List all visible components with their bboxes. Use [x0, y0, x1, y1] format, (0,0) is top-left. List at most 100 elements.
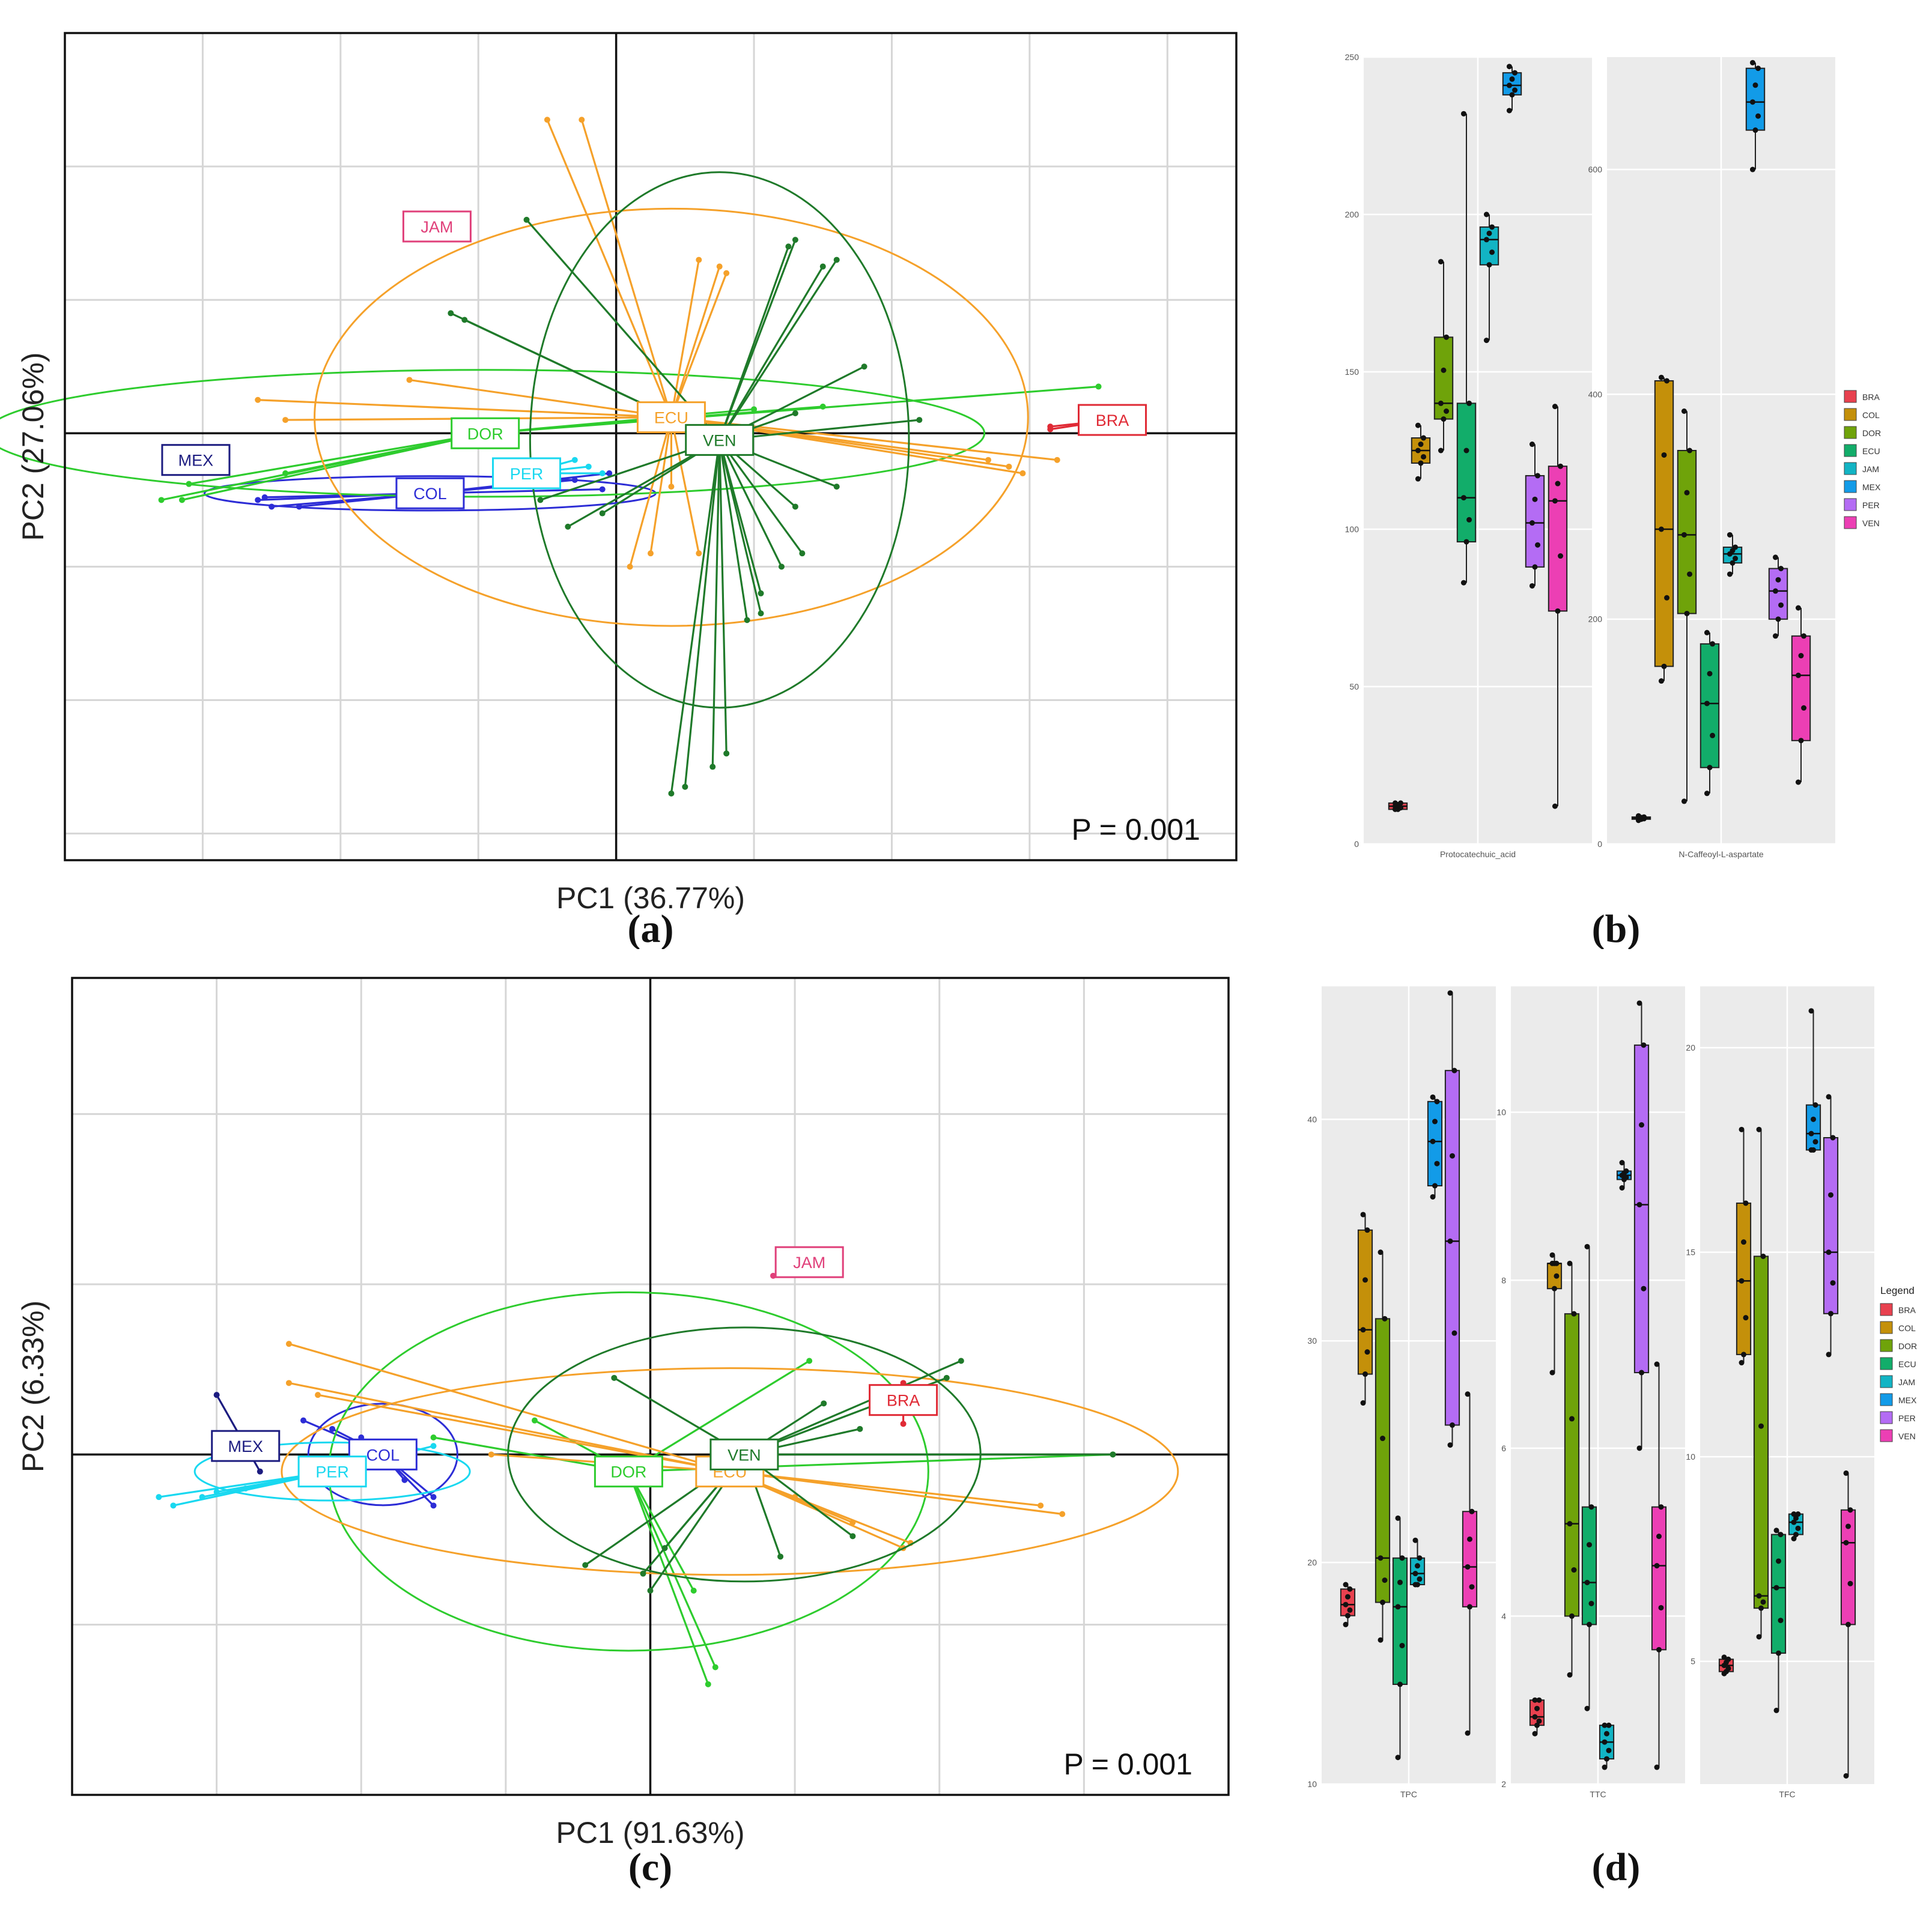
point-ecu — [1460, 495, 1466, 501]
point-col — [430, 1502, 437, 1509]
point-mex — [1755, 65, 1761, 71]
point-mex — [1430, 1094, 1436, 1100]
point-mex — [1623, 1168, 1629, 1174]
point-col — [1554, 1260, 1560, 1266]
centroid-label-box-col — [395, 477, 465, 509]
y-tick-label: 6 — [1501, 1443, 1506, 1453]
point-col — [1364, 1227, 1370, 1233]
spoke-ven — [718, 440, 749, 621]
legend-label-dor: DOR — [1898, 1341, 1917, 1351]
point-ecu — [696, 256, 702, 263]
point-per — [1828, 1192, 1833, 1198]
legend-label-ven: VEN — [1898, 1431, 1916, 1441]
point-dor — [1378, 1555, 1384, 1561]
point-ecu — [1054, 457, 1060, 463]
centroid-label-box-bra — [1078, 404, 1147, 436]
box-per — [1633, 1044, 1650, 1374]
point-ven — [1654, 1764, 1660, 1770]
point-ven — [709, 763, 716, 770]
box-per — [1823, 1137, 1839, 1314]
point-mex — [1749, 99, 1755, 105]
point-dor — [1567, 1260, 1573, 1266]
point-bra — [1343, 1601, 1349, 1607]
point-mex — [1509, 76, 1515, 82]
point-ecu — [1584, 1580, 1590, 1586]
point-ven — [1843, 1470, 1849, 1476]
point-dor — [1438, 448, 1444, 454]
box-ven — [1791, 635, 1811, 741]
point-ecu — [985, 457, 992, 463]
point-ecu — [1460, 580, 1466, 586]
point-dor — [532, 1417, 538, 1424]
box-ven — [1548, 466, 1568, 612]
point-col — [401, 1477, 408, 1483]
point-ecu — [1778, 1532, 1784, 1538]
point-ven — [849, 1533, 856, 1540]
point-ven — [1795, 779, 1801, 785]
point-per — [1775, 616, 1781, 622]
spoke-dor — [485, 385, 1099, 434]
point-jam — [770, 1272, 777, 1279]
point-ven — [1843, 1773, 1849, 1779]
point-bra — [1725, 1666, 1731, 1672]
point-mex — [1812, 1139, 1818, 1145]
box-ven — [1462, 1511, 1478, 1607]
point-ecu — [716, 263, 723, 270]
point-per — [1826, 1352, 1832, 1358]
point-dor — [1569, 1416, 1575, 1422]
legend-swatch-ecu — [1880, 1357, 1893, 1370]
point-ecu — [1397, 1579, 1403, 1585]
point-jam — [1795, 1511, 1801, 1517]
point-ven — [1555, 608, 1561, 614]
point-mex — [1811, 1116, 1816, 1122]
point-ecu — [1460, 111, 1466, 117]
point-col — [1554, 1273, 1560, 1279]
point-bra — [1725, 1656, 1731, 1662]
point-ecu — [723, 270, 730, 276]
point-ven — [1656, 1534, 1662, 1540]
y-tick-label: 600 — [1588, 165, 1603, 174]
ellipse-ecu — [314, 207, 1029, 627]
point-per — [1778, 602, 1784, 608]
point-ven — [1467, 1604, 1472, 1610]
point-dor — [1378, 1637, 1384, 1643]
box-per — [1444, 1070, 1460, 1426]
point-per — [199, 1494, 205, 1501]
spoke-ecu — [546, 119, 672, 418]
legend-swatch-col — [1844, 408, 1857, 421]
point-ven — [1798, 738, 1804, 744]
point-ecu — [1019, 470, 1026, 476]
point-col — [1664, 595, 1670, 601]
ellipse-dor — [0, 369, 985, 498]
point-ecu — [648, 550, 654, 557]
centroid-label-box-jam — [402, 210, 472, 243]
point-per — [1447, 990, 1453, 996]
box-col — [1654, 380, 1674, 667]
point-ven — [857, 1425, 863, 1432]
spoke-ecu — [649, 417, 672, 554]
panel-d: 10 20 30 40 TPC 2 4 6 8 10 TTC 5 10 15 20 TFC Legend BRA C… — [1280, 955, 1932, 1903]
point-ven — [1110, 1451, 1116, 1458]
point-mex — [1752, 82, 1758, 88]
point-ven — [1658, 1604, 1664, 1610]
point-jam — [1791, 1511, 1797, 1517]
legend-label-col: COL — [1862, 410, 1880, 420]
point-dor — [1758, 1423, 1764, 1429]
centroid-label-col: COL — [366, 1446, 400, 1464]
facet-label: Protocatechuic_acid — [1440, 849, 1516, 859]
legend-title: Legend — [1880, 1285, 1915, 1296]
point-dor — [1684, 610, 1690, 616]
spoke-ven — [718, 259, 838, 441]
centroid-label-ven: VEN — [728, 1446, 761, 1464]
point-col — [1415, 448, 1421, 454]
point-bra — [1343, 1621, 1349, 1627]
point-dor — [1760, 1253, 1766, 1259]
point-ecu — [1588, 1504, 1594, 1510]
centroid-label-ven: VEN — [703, 431, 737, 449]
ellipse-ven — [529, 171, 910, 709]
point-mex — [1619, 1185, 1625, 1191]
point-bra — [1536, 1718, 1542, 1724]
spoke-ven — [670, 440, 721, 794]
box-mex — [1502, 72, 1522, 96]
